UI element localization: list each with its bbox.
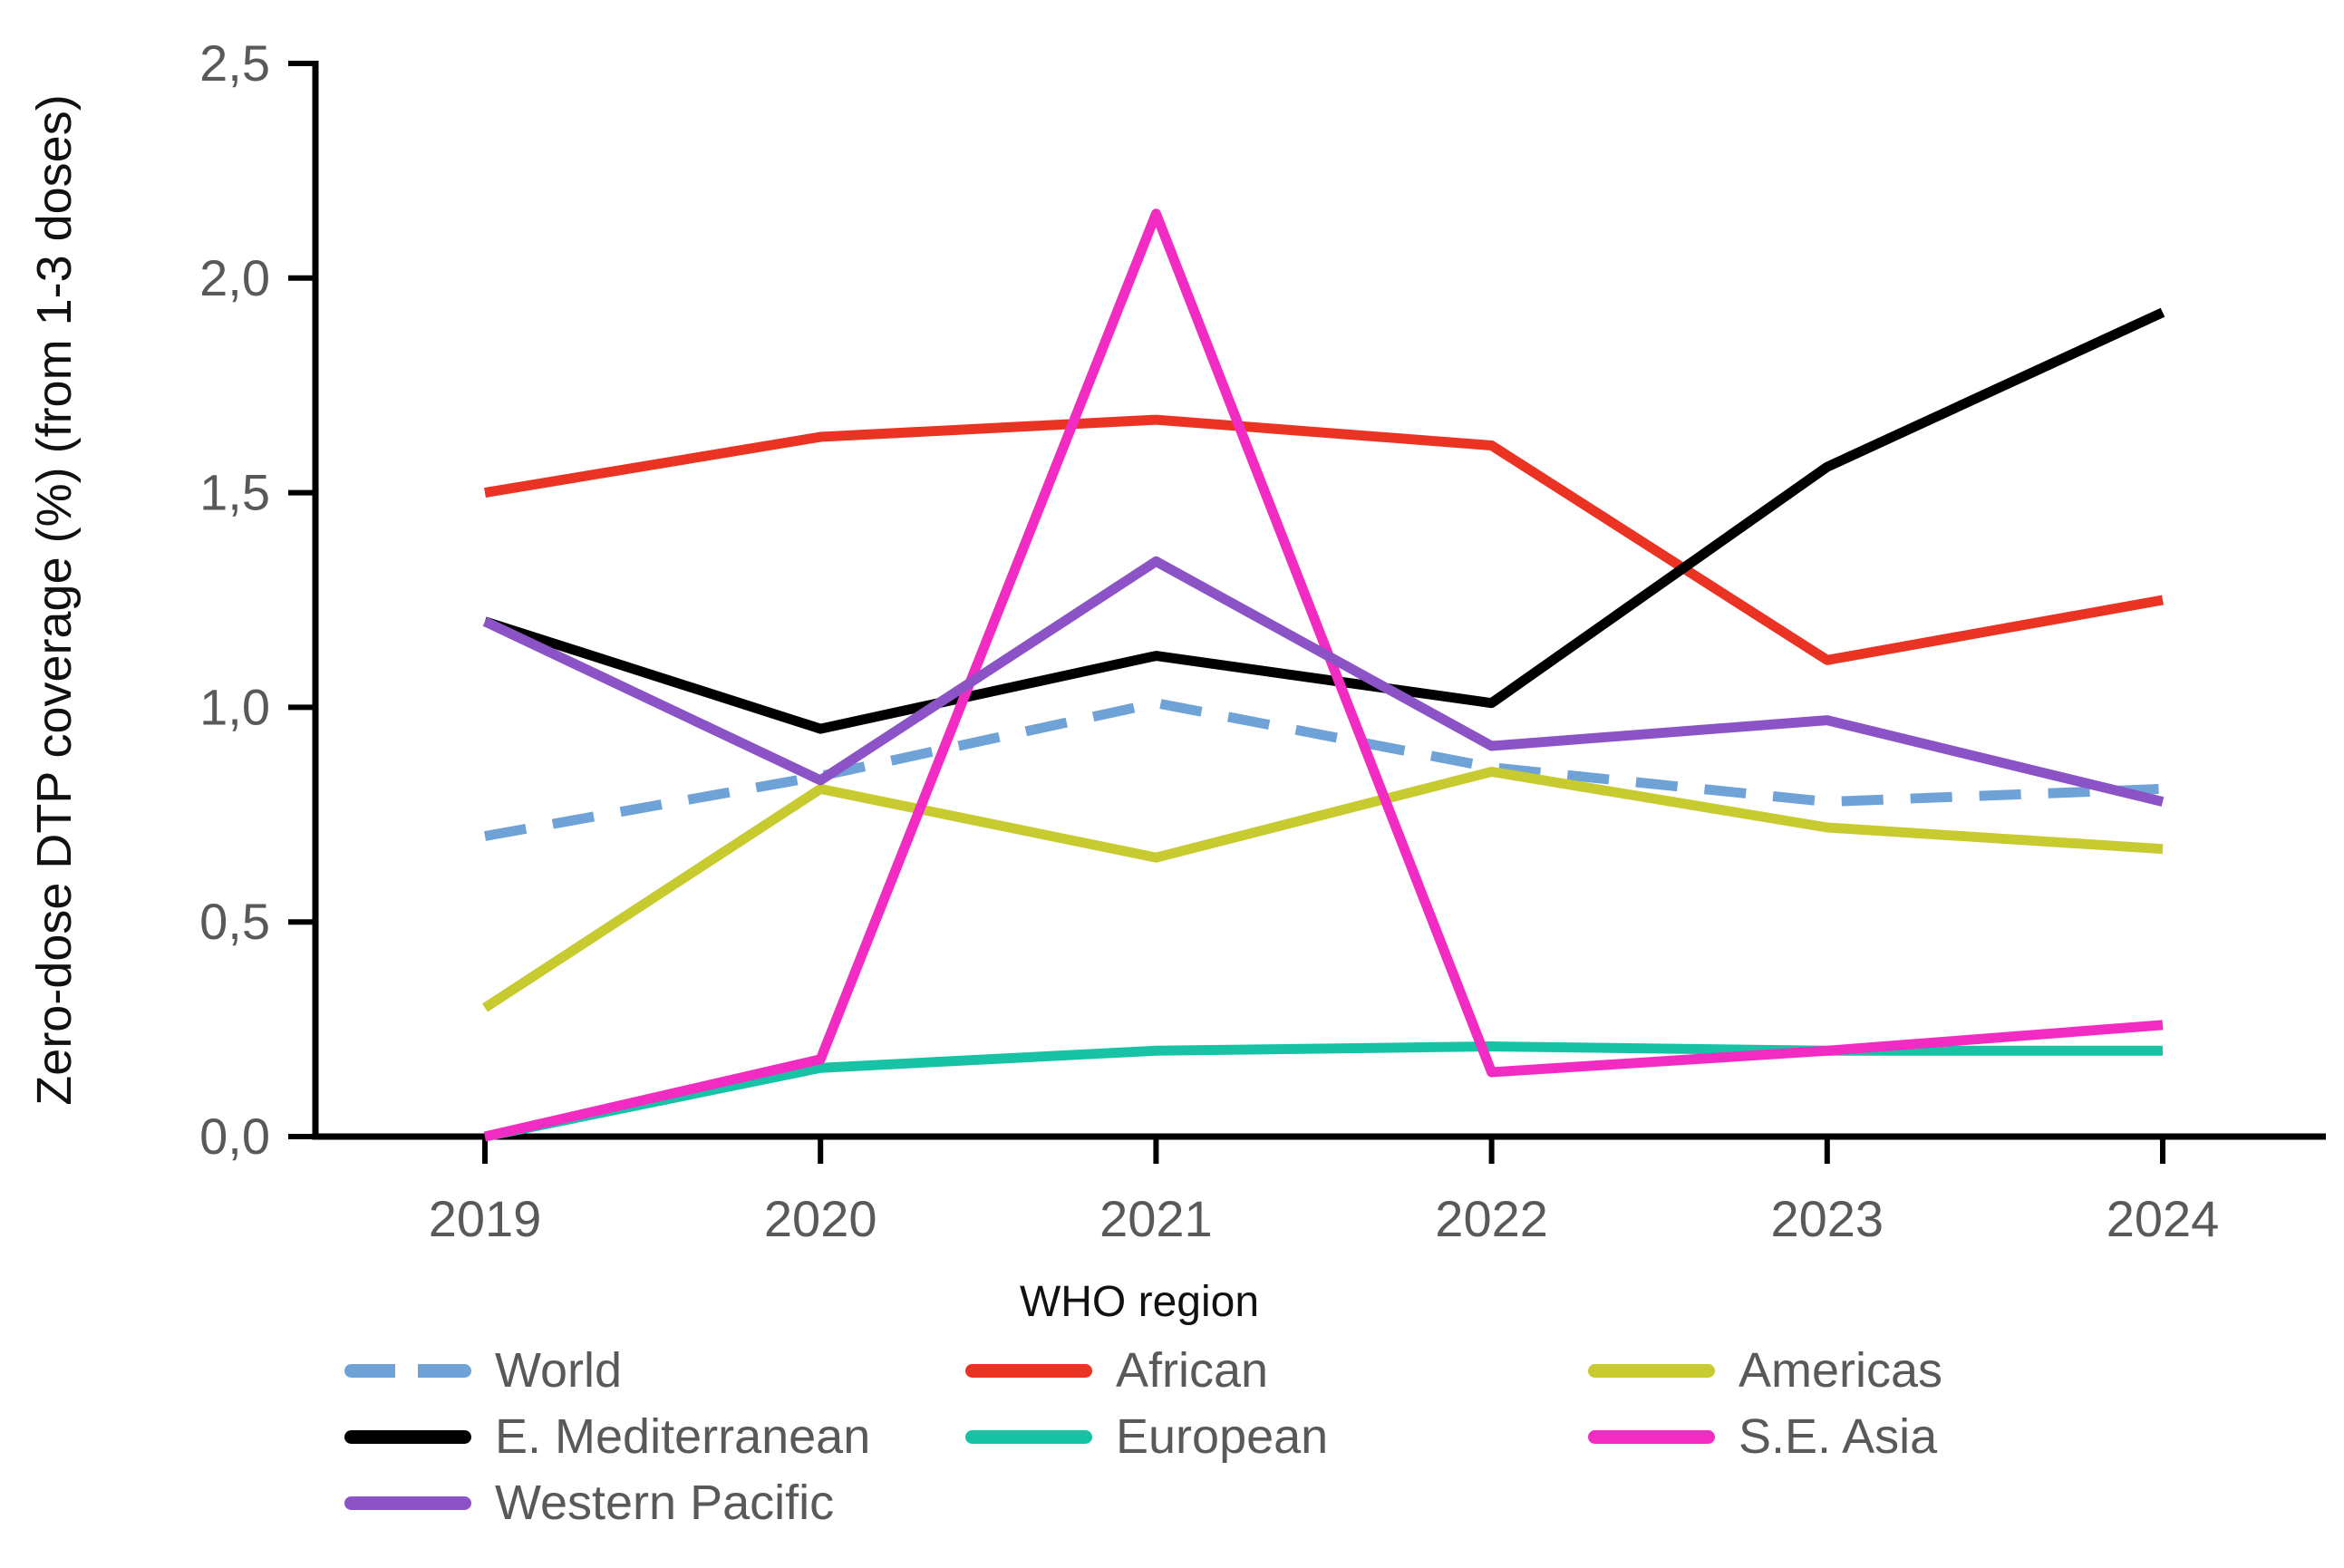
y-tick-label: 1,5: [199, 464, 270, 521]
legend-label: Western Pacific: [495, 1476, 835, 1530]
legend-label: African: [1116, 1343, 1269, 1398]
legend-label: S.E. Asia: [1739, 1409, 1938, 1464]
series-line-african: [484, 414, 2164, 665]
x-tick-label: 2019: [429, 1190, 542, 1247]
legend-swatch-americas: [1588, 1363, 1715, 1378]
y-tick-label: 1,0: [199, 678, 270, 735]
legend-item-western-pacific: Western Pacific: [344, 1472, 834, 1534]
legend-swatch-e-mediterranean: [344, 1429, 471, 1444]
legend-label: World: [495, 1343, 623, 1398]
legend-swatch-s-e-asia: [1588, 1429, 1715, 1444]
legend-swatch-african: [965, 1363, 1092, 1378]
series-line-e-mediterranean: [483, 307, 2165, 734]
legend-swatch-western-pacific: [344, 1495, 471, 1510]
legend-item-african: African: [965, 1340, 1268, 1401]
y-tick-label: 0,0: [199, 1108, 270, 1165]
legend: World African Americas E. Mediterranean Euro…: [0, 1296, 2344, 1568]
legend-item-european: European: [965, 1406, 1328, 1467]
series-line-americas: [481, 766, 2164, 1012]
series-line-western-pacific: [482, 556, 2165, 807]
legend-label: Americas: [1739, 1343, 1943, 1398]
legend-label: E. Mediterranean: [495, 1409, 871, 1464]
x-tick-label: 2020: [764, 1190, 877, 1247]
x-tick-label: 2023: [1771, 1190, 1884, 1247]
legend-item-e-mediterranean: E. Mediterranean: [344, 1406, 870, 1467]
legend-label: European: [1116, 1409, 1329, 1464]
x-tick-label: 2024: [2107, 1190, 2220, 1247]
y-tick-label: 0,5: [199, 893, 270, 950]
y-tick-label: 2,0: [199, 249, 270, 306]
legend-item-s-e-asia: S.E. Asia: [1588, 1406, 1937, 1467]
plot-area: 0,0 0,5 1,0 1,5 2,0 2,5 2019 2020 2021 2022 2023 20…: [199, 34, 2326, 1247]
legend-swatch-european: [965, 1429, 1092, 1444]
legend-item-world: World: [344, 1340, 622, 1401]
series-line-s-e-asia: [483, 208, 2164, 1142]
series-line-european: [483, 1041, 2163, 1142]
legend-swatch-world: [344, 1363, 471, 1378]
legend-item-americas: Americas: [1588, 1340, 1942, 1401]
x-axis-title: WHO region: [1020, 1278, 1259, 1326]
x-tick-label: 2021: [1099, 1190, 1213, 1247]
x-tick-label: 2022: [1435, 1190, 1548, 1247]
series-line-world: [484, 698, 2164, 841]
y-tick-label: 2,5: [199, 34, 270, 92]
y-axis-title: Zero-dose DTP coverage (%) (from 1-3 dos…: [27, 94, 82, 1105]
